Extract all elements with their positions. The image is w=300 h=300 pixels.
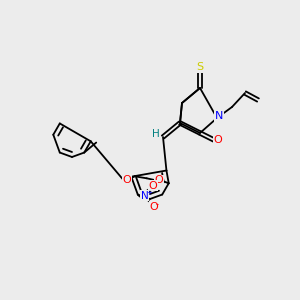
Text: H: H — [152, 129, 160, 139]
Text: O: O — [149, 202, 158, 212]
Text: N: N — [215, 111, 223, 121]
Text: O: O — [148, 181, 157, 190]
Text: N: N — [141, 190, 149, 201]
Text: O: O — [154, 175, 163, 185]
Text: +: + — [146, 190, 152, 196]
Text: O: O — [122, 175, 131, 185]
Text: S: S — [196, 62, 204, 72]
Text: O: O — [214, 135, 222, 145]
Text: -: - — [155, 200, 158, 209]
